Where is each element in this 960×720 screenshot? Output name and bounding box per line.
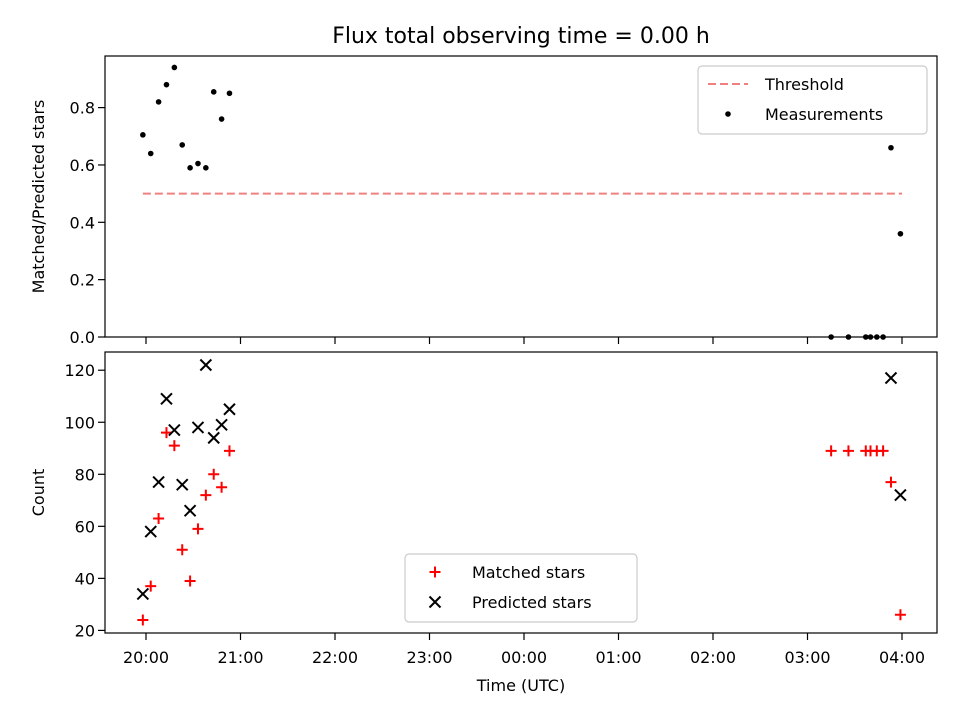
legend-label: Measurements <box>765 105 883 124</box>
y-tick-label: 120 <box>64 361 95 380</box>
data-point <box>223 445 235 457</box>
chart-title: Flux total observing time = 0.00 h <box>332 24 710 49</box>
legend: Matched stars Predicted stars <box>404 553 638 623</box>
y-tick-label: 80 <box>75 465 95 484</box>
legend-label: Threshold <box>764 75 844 94</box>
x-tick-label: 20:00 <box>123 648 169 667</box>
data-point <box>894 488 907 502</box>
data-point <box>192 523 204 535</box>
y-tick-label: 40 <box>75 569 95 588</box>
data-point <box>137 614 149 626</box>
data-point <box>203 165 209 171</box>
x-tick-label: 22:00 <box>312 648 358 667</box>
data-point <box>191 421 205 434</box>
legend-swatch <box>428 595 442 609</box>
data-point <box>208 468 220 480</box>
data-point <box>160 392 173 406</box>
y-tick-label: 0.0 <box>70 328 95 347</box>
data-point <box>888 144 894 151</box>
data-point <box>218 116 225 122</box>
x-tick-label: 00:00 <box>501 648 547 667</box>
data-point <box>176 478 189 491</box>
data-point <box>136 587 150 601</box>
x-tick-label: 23:00 <box>406 648 452 667</box>
top-plot: 0.0 0.2 0.4 0.6 0.8 Matched/Predicted stars Th… <box>29 55 938 347</box>
data-point <box>215 418 228 432</box>
data-point <box>171 64 178 71</box>
x-tick-label: 03:00 <box>784 648 830 667</box>
data-point <box>179 142 186 148</box>
data-point <box>160 427 172 439</box>
y-tick-label: 0.6 <box>70 156 95 175</box>
axes-frame <box>104 55 938 338</box>
legend-swatch <box>725 111 731 117</box>
y-tick-label: 0.2 <box>70 271 95 290</box>
data-point <box>152 475 165 489</box>
x-tick-label: 21:00 <box>217 648 263 667</box>
data-point <box>200 489 212 501</box>
data-point <box>216 481 228 493</box>
data-point <box>145 580 157 592</box>
legend-label: Predicted stars <box>472 593 592 612</box>
data-point <box>153 513 165 525</box>
data-point <box>155 99 162 105</box>
data-point <box>223 403 236 416</box>
y-axis-label: Count <box>29 469 48 517</box>
legend-label: Matched stars <box>472 563 585 582</box>
data-point <box>894 609 906 621</box>
data-point <box>897 230 904 237</box>
y-axis-label: Matched/Predicted stars <box>29 100 48 294</box>
x-axis-label: Time (UTC) <box>476 676 565 695</box>
data-point <box>187 165 193 171</box>
legend-box <box>404 553 638 623</box>
data-point <box>877 445 889 457</box>
data-point <box>144 525 157 538</box>
data-point <box>163 81 170 88</box>
axes-frame <box>104 351 938 634</box>
data-point <box>884 371 898 385</box>
data-point <box>207 431 220 445</box>
data-point <box>195 160 201 167</box>
legend-box <box>697 65 928 135</box>
data-point <box>176 544 188 556</box>
y-tick-label: 20 <box>75 621 95 640</box>
data-point <box>210 89 217 95</box>
data-point <box>842 445 854 457</box>
y-tick-label: 100 <box>64 413 95 432</box>
x-tick-label: 02:00 <box>690 648 736 667</box>
data-point <box>226 90 233 97</box>
legend-swatch <box>429 566 441 578</box>
data-point <box>825 445 837 457</box>
legend: Threshold Measurements <box>697 65 928 135</box>
y-tick-label: 0.8 <box>70 99 95 118</box>
data-point <box>147 150 154 157</box>
data-point <box>199 358 213 372</box>
data-point <box>885 476 897 488</box>
data-point <box>168 423 181 437</box>
data-point <box>184 575 196 587</box>
bottom-plot: 20 40 60 80 100 120 20:00 21:00 22:00 23:00 00:00 0… <box>29 351 938 695</box>
data-point <box>168 440 180 452</box>
data-point <box>183 504 197 517</box>
data-point <box>140 132 146 138</box>
x-tick-label: 04:00 <box>879 648 925 667</box>
y-tick-label: 60 <box>75 517 95 536</box>
x-tick-label: 01:00 <box>595 648 641 667</box>
y-tick-label: 0.4 <box>70 213 95 232</box>
